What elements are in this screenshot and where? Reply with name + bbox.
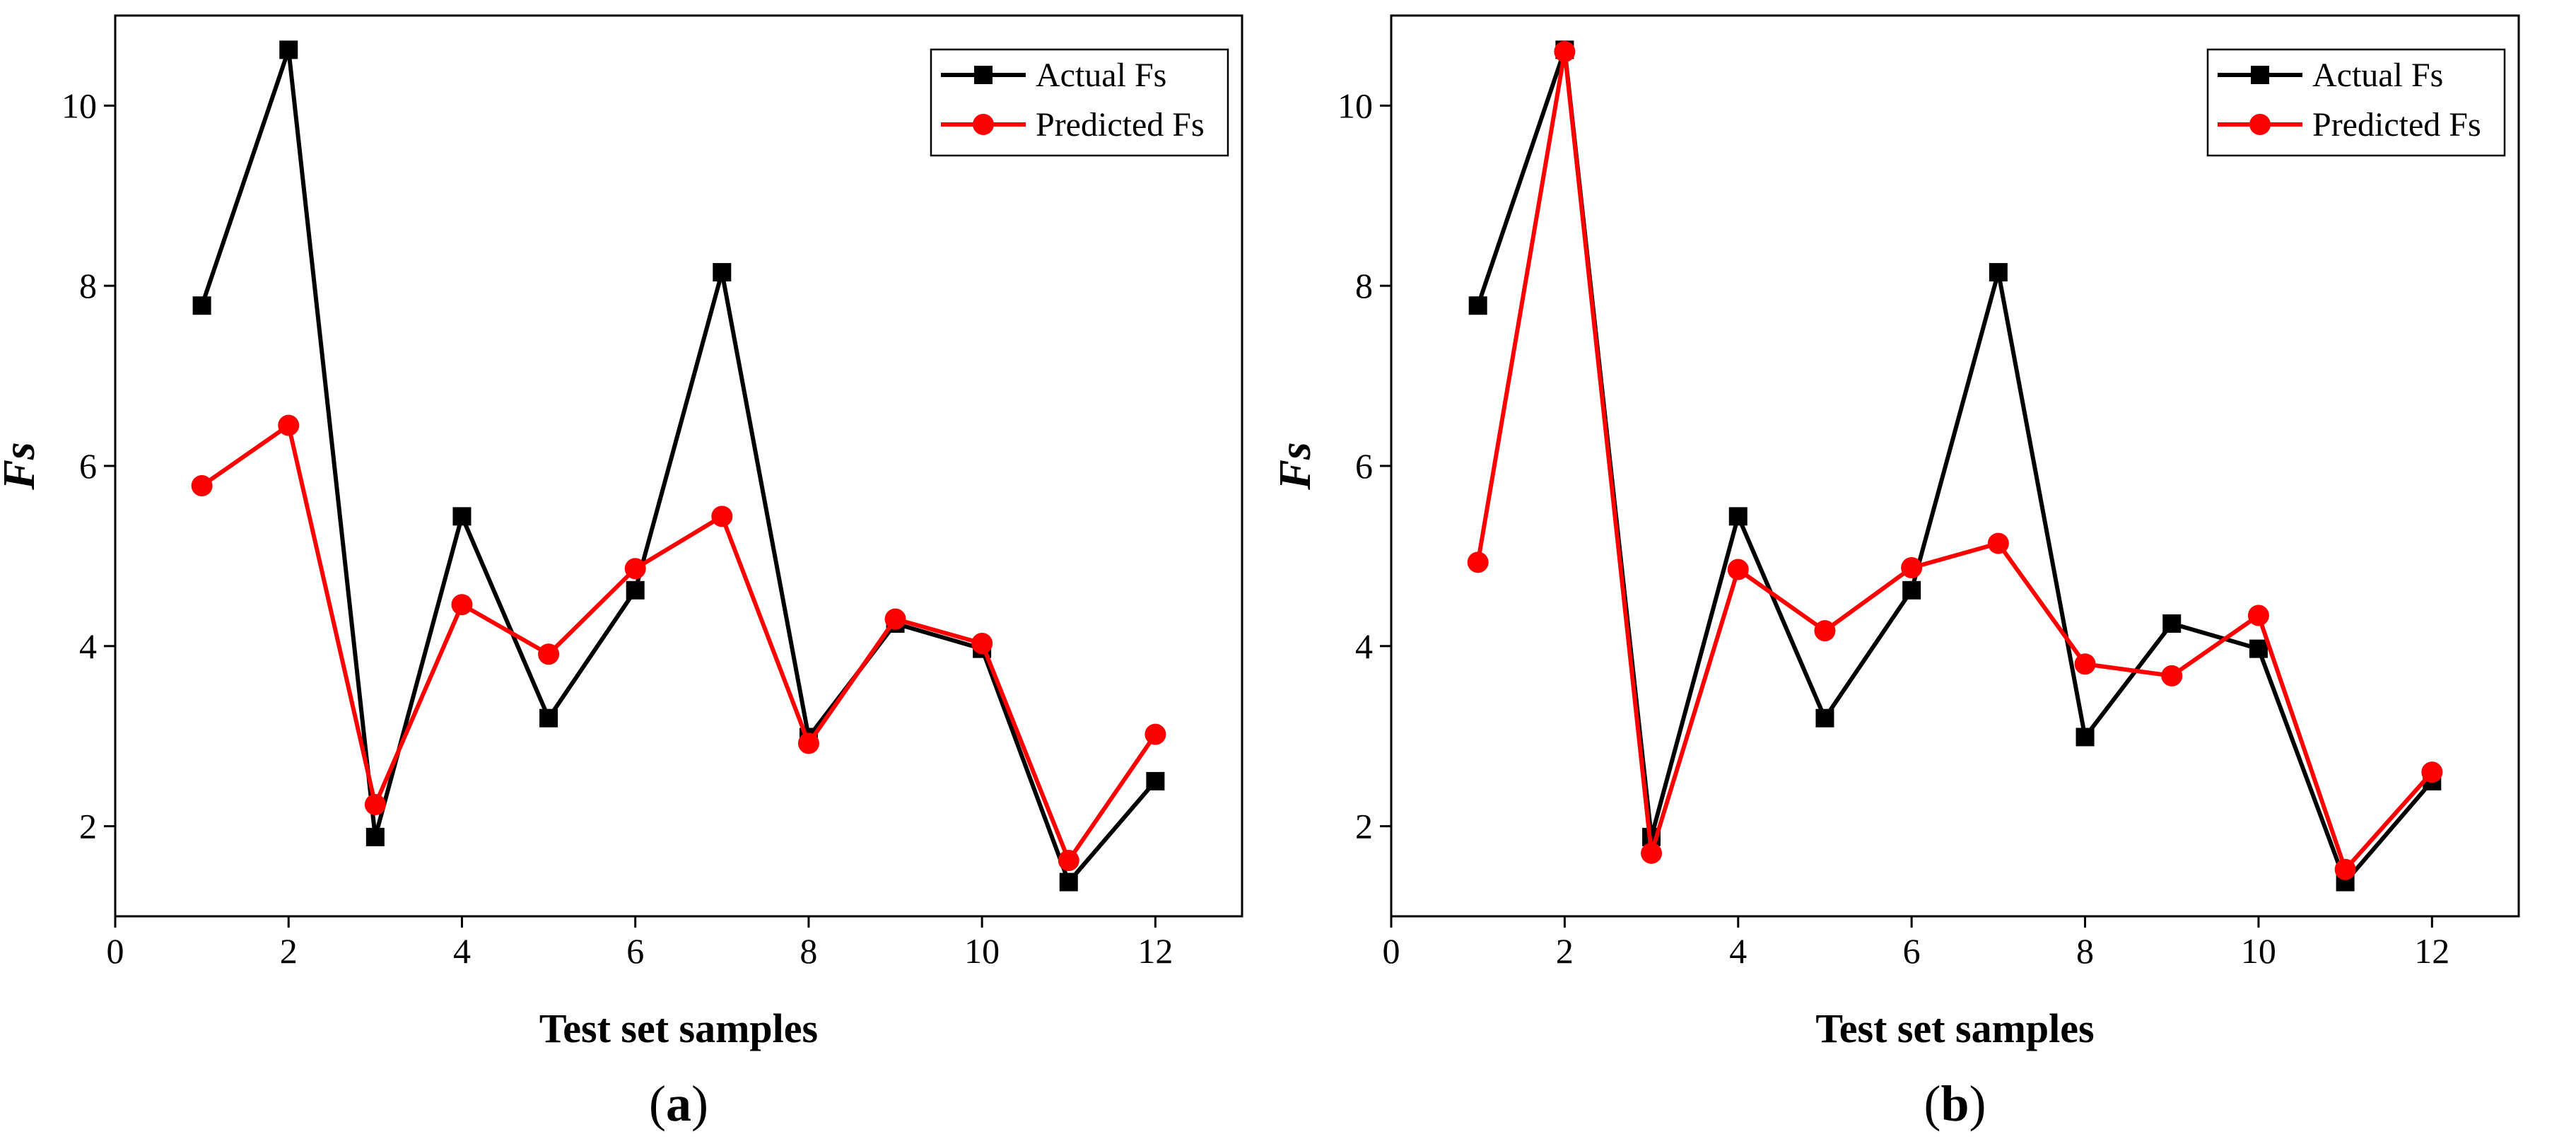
series-predicted-fs [191,414,1166,872]
x-tick-label: 10 [964,931,1000,971]
y-tick-label: 4 [1355,626,1373,666]
data-point [1989,263,2008,282]
y-axis-title: Fs [0,442,44,491]
x-tick-label: 8 [800,931,817,971]
data-point [971,632,993,654]
x-tick-label: 8 [2076,931,2094,971]
data-point [1146,771,1165,790]
x-axis-title: Test set samples [539,1005,818,1051]
data-point [1467,551,1489,573]
x-tick-label: 2 [280,931,298,971]
panel-label: (a) [649,1075,708,1132]
data-point [1902,580,1921,600]
data-point [2161,665,2183,687]
series-actual-fs [192,40,1165,892]
data-point [2334,858,2356,880]
data-point [1058,850,1079,872]
data-point [2421,761,2443,783]
y-tick-label: 4 [79,626,97,666]
x-tick-label: 12 [2414,931,2449,971]
series-actual-fs [1468,40,2442,892]
legend-label: Predicted Fs [1036,106,1205,144]
panel-letter: a [666,1075,691,1132]
y-tick-label: 6 [1355,446,1373,486]
x-tick-label: 6 [1903,931,1921,971]
data-point [1901,556,1923,578]
data-point [1144,723,1166,745]
data-point [2249,639,2268,658]
legend-label: Actual Fs [2312,57,2443,94]
data-point [2247,604,2269,626]
y-tick-label: 6 [79,446,97,486]
legend-label: Actual Fs [1036,57,1166,94]
data-point [711,506,733,527]
data-point [192,296,211,315]
data-point [1059,872,1078,892]
y-tick-label: 8 [79,266,97,305]
data-point [279,40,298,59]
x-axis-title: Test set samples [1815,1005,2094,1051]
data-point [626,580,645,600]
legend-marker [973,114,994,135]
data-point [1554,40,1576,62]
data-point [624,558,646,580]
data-point [1641,842,1663,864]
panel-letter: b [1940,1075,1969,1132]
legend: Actual Fs Predicted Fs [930,48,1229,157]
data-point [1815,708,1834,728]
series-line [1475,47,2434,884]
data-point [451,594,473,616]
y-tick-label: 2 [79,807,97,846]
legend-marker [2249,114,2271,135]
data-point [1468,296,1487,315]
series-line [199,47,1157,884]
data-point [365,827,385,846]
series-line [1475,49,2434,872]
x-tick-label: 2 [1556,931,1574,971]
data-point [364,794,386,816]
y-tick-label: 8 [1355,266,1373,305]
chart-panel-a: 0 2 4 6 8 10 12 2 4 6 8 10 Test set samples Fs (a) Actu… [0,14,1243,1132]
data-point [2162,614,2182,633]
x-tick-label: 0 [107,931,124,971]
series-predicted-fs [1467,40,2443,880]
data-point [191,475,213,497]
data-point [713,263,732,282]
x-tick-label: 12 [1137,931,1173,971]
data-point [1814,620,1836,642]
y-tick-label: 2 [1355,807,1373,846]
x-tick-label: 0 [1383,931,1400,971]
series-line [200,423,1157,863]
data-point [1727,559,1749,580]
data-point [884,608,906,630]
data-point [797,732,819,754]
y-axis-title: Fs [1270,442,1320,491]
x-tick-label: 4 [1729,931,1747,971]
data-point [1987,532,2009,554]
data-point [539,708,558,728]
data-point [2074,653,2096,675]
data-point [278,414,300,436]
x-tick-label: 4 [453,931,471,971]
legend-marker [2251,66,2269,84]
data-point [1728,507,1747,526]
data-point [2076,728,2095,747]
data-point [452,507,472,526]
legend-label: Predicted Fs [2312,106,2481,144]
x-tick-label: 6 [626,931,644,971]
legend-marker [974,66,993,84]
panel-label: (b) [1924,1075,1986,1132]
y-tick-label: 10 [62,86,97,125]
data-point [538,643,560,665]
y-tick-label: 10 [1337,86,1373,125]
x-tick-label: 10 [2241,931,2276,971]
chart-panel-b: 0 2 4 6 8 10 12 2 4 6 8 10 Test set samples Fs (b) Actu… [1270,14,2520,1132]
legend: Actual Fs Predicted Fs [2206,48,2506,157]
